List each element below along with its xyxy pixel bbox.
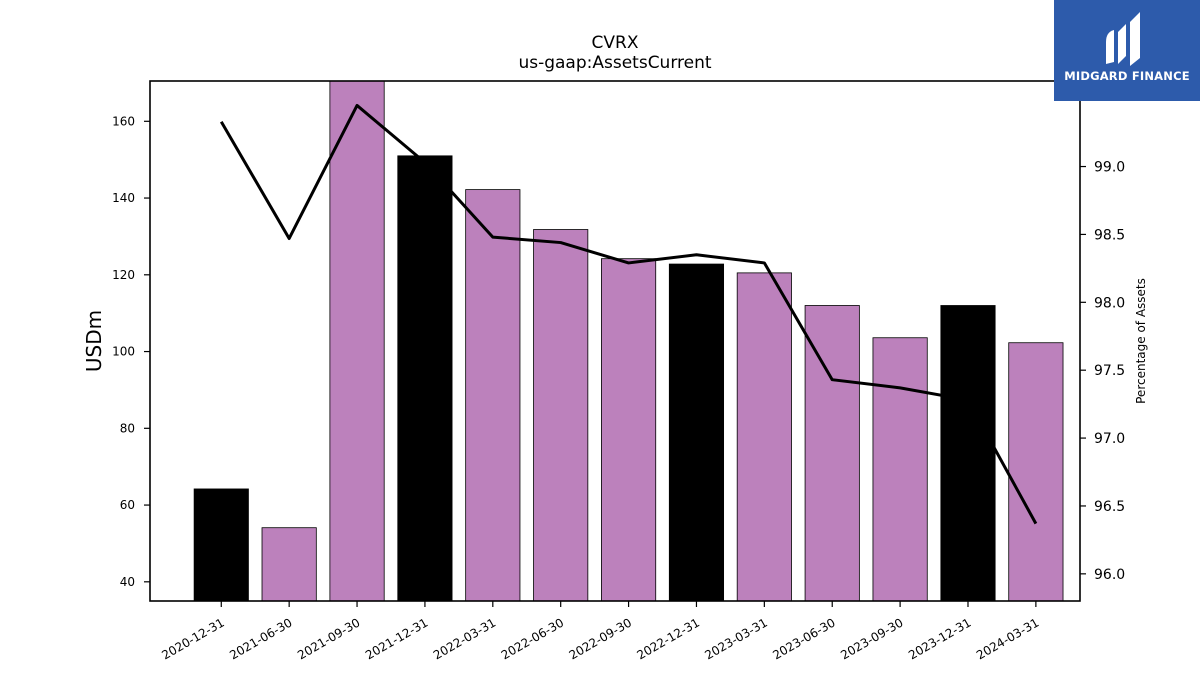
bar <box>668 263 725 602</box>
y-tick-label: 140 <box>112 191 135 205</box>
bar <box>804 305 860 602</box>
y2-tick-label: 98.5 <box>1094 227 1125 243</box>
x-tick-label: 2022-06-30 <box>499 615 566 662</box>
x-tick-label: 2023-09-30 <box>838 615 905 662</box>
bar <box>940 305 996 602</box>
y2-tick-label: 96.5 <box>1094 499 1125 515</box>
y2-tick-label: 96.0 <box>1094 567 1125 583</box>
y-tick-label: 80 <box>120 421 135 435</box>
y2-tick-label: 97.5 <box>1094 363 1125 379</box>
x-tick-label: 2023-12-31 <box>906 615 973 662</box>
y2-tick-label: 97.0 <box>1094 431 1125 447</box>
y-tick-label: 60 <box>120 498 135 512</box>
y2-tick-label: 98.0 <box>1094 295 1125 311</box>
y2-axis-label: Percentage of Assets <box>1134 278 1148 404</box>
logo-text: MIDGARD FINANCE <box>1064 69 1190 83</box>
y-axis-label: USDm <box>82 310 106 372</box>
x-tick-label: 2023-06-30 <box>770 615 837 662</box>
bar <box>736 272 792 602</box>
x-tick-label: 2023-03-31 <box>702 615 769 662</box>
bar <box>872 337 928 602</box>
x-tick-label: 2021-12-31 <box>363 615 430 662</box>
logo-mark-icon <box>1106 12 1140 66</box>
x-tick-label: 2021-06-30 <box>227 615 294 662</box>
x-tick-label: 2020-12-31 <box>159 615 226 662</box>
y-tick-label: 120 <box>112 268 135 282</box>
x-tick-label: 2022-09-30 <box>567 615 634 662</box>
x-tick-label: 2022-03-31 <box>431 615 498 662</box>
bar <box>329 80 385 602</box>
x-tick-label: 2022-12-31 <box>635 615 702 662</box>
series-line <box>219 103 1038 525</box>
bar <box>193 488 249 602</box>
chart-subtitle: us-gaap:AssetsCurrent <box>518 53 711 73</box>
bar <box>533 229 589 602</box>
plot-frame <box>149 80 1081 602</box>
bar <box>1008 342 1064 602</box>
bar <box>397 155 453 602</box>
y-tick-label: 160 <box>112 114 135 128</box>
y-tick-label: 100 <box>112 345 135 359</box>
bar <box>261 527 317 602</box>
x-tick-label: 2021-09-30 <box>295 615 362 662</box>
bar <box>601 258 657 602</box>
brand-logo: MIDGARD FINANCE <box>1054 0 1200 101</box>
x-tick-label: 2024-03-31 <box>974 615 1041 662</box>
y2-tick-label: 99.0 <box>1094 160 1125 176</box>
chart-title: CVRX <box>592 33 639 53</box>
bar <box>465 189 521 602</box>
y-tick-label: 40 <box>120 575 135 589</box>
